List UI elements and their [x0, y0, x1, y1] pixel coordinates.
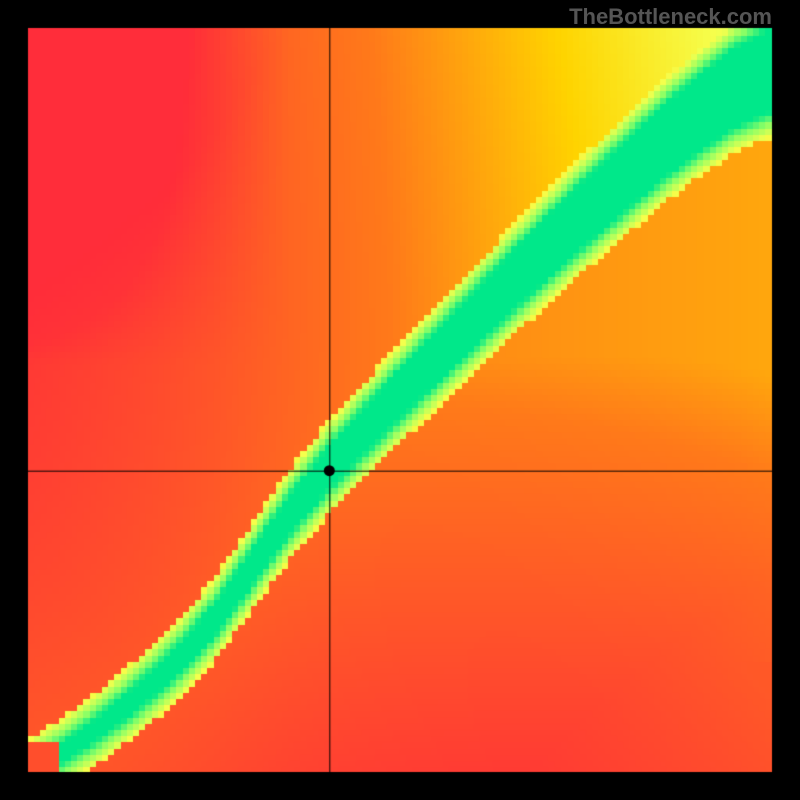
watermark-text: TheBottleneck.com [569, 4, 772, 30]
chart-container: TheBottleneck.com [0, 0, 800, 800]
bottleneck-heatmap [0, 0, 800, 800]
